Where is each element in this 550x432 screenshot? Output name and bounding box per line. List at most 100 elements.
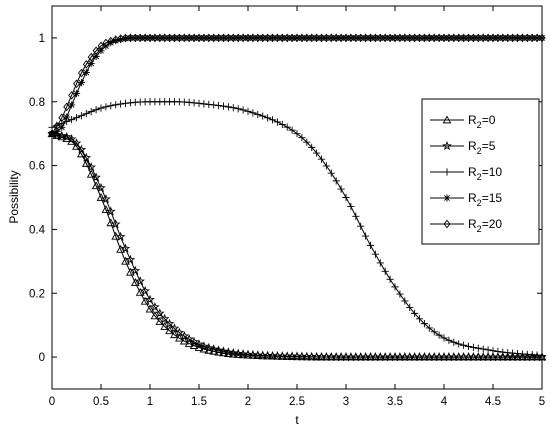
series-marker [298, 134, 306, 142]
series-marker [337, 33, 345, 43]
series-marker [210, 33, 218, 43]
series-marker [76, 144, 87, 154]
series-marker [224, 33, 232, 43]
series-marker [386, 33, 394, 43]
series-marker [504, 349, 512, 357]
series-marker [195, 99, 203, 107]
series-marker [357, 222, 365, 230]
series-marker [228, 347, 239, 358]
series-marker [234, 105, 242, 113]
legend-label-sub: 2 [477, 224, 482, 234]
series-marker [420, 320, 428, 328]
series-marker [215, 33, 223, 43]
series-marker [376, 259, 384, 267]
series-marker [528, 33, 536, 43]
legend-label-sub: 2 [477, 120, 482, 130]
series-marker [367, 33, 374, 43]
series-marker [220, 33, 227, 43]
legend-label-sub: 2 [477, 198, 482, 208]
series-marker [219, 102, 228, 110]
series-marker [308, 33, 316, 43]
x-tick-label: 4 [441, 396, 448, 408]
series-marker [101, 194, 111, 204]
series-r2-10 [48, 98, 546, 360]
legend-label: R2=5 [468, 139, 496, 156]
series-marker [391, 33, 399, 43]
series-marker [120, 243, 131, 253]
series-marker [411, 309, 419, 317]
series-marker [239, 106, 247, 114]
series-marker [269, 33, 276, 43]
series-marker [73, 79, 80, 89]
series-marker [494, 347, 502, 356]
series-marker [278, 120, 286, 128]
x-tick-label: 1.5 [191, 396, 207, 408]
x-tick-label: 1 [147, 396, 153, 408]
legend-marker [442, 140, 452, 151]
series-marker [450, 338, 458, 346]
series-marker [259, 112, 267, 120]
series-marker [455, 33, 463, 43]
series-marker [156, 33, 164, 43]
series-r2-20 [48, 33, 546, 138]
legend-label-tail: =15 [482, 191, 503, 205]
series-marker [523, 33, 531, 43]
series-marker [110, 219, 121, 229]
series-marker [332, 177, 340, 185]
series-marker [184, 334, 194, 344]
series-marker [420, 33, 428, 43]
series-marker [210, 101, 218, 109]
series-marker [48, 129, 56, 138]
series-marker [77, 149, 86, 158]
series-marker [189, 336, 199, 346]
series-marker [406, 303, 414, 311]
legend-label-main: R [468, 191, 477, 205]
legend-label-main: R [468, 139, 477, 153]
series-marker [283, 33, 291, 43]
series-marker [97, 41, 105, 51]
series-marker [155, 308, 165, 318]
series-marker [185, 33, 193, 43]
x-tick-label: 3.5 [387, 396, 403, 408]
series-marker [479, 33, 487, 43]
y-tick-label: 0 [39, 352, 45, 364]
series-marker [317, 155, 326, 163]
series-marker [86, 162, 96, 172]
x-tick-label: 3 [343, 396, 349, 408]
series-marker [107, 102, 115, 110]
series-marker [509, 33, 517, 43]
series-marker [430, 33, 438, 43]
series-marker [112, 37, 120, 45]
series-marker [337, 185, 345, 193]
series-marker [82, 60, 90, 69]
series-marker [174, 327, 185, 337]
series-marker [77, 79, 85, 87]
series-marker [474, 344, 482, 352]
series-marker [460, 341, 468, 349]
series-marker [415, 315, 424, 323]
series-marker [213, 345, 224, 355]
series-marker [273, 118, 281, 126]
x-axis-label: t [295, 413, 299, 427]
series-marker [264, 33, 272, 43]
series-marker [268, 116, 277, 124]
series-marker [115, 231, 126, 241]
series-marker [411, 33, 419, 43]
series-marker [283, 123, 291, 131]
series-marker [194, 339, 204, 349]
series-marker [332, 33, 340, 43]
legend-marker [442, 115, 452, 124]
series-marker [140, 285, 150, 296]
y-tick-label: 0.8 [29, 97, 45, 109]
series-marker [440, 33, 448, 43]
series-marker [61, 131, 72, 141]
series-marker [406, 33, 414, 43]
x-tick-label: 2.5 [289, 396, 305, 408]
series-marker [313, 149, 321, 157]
series-marker [499, 33, 507, 43]
series-marker [145, 294, 155, 304]
series-marker [116, 244, 125, 253]
series-marker [313, 33, 321, 43]
legend-label-sub: 2 [477, 146, 482, 156]
series-marker [371, 250, 379, 258]
